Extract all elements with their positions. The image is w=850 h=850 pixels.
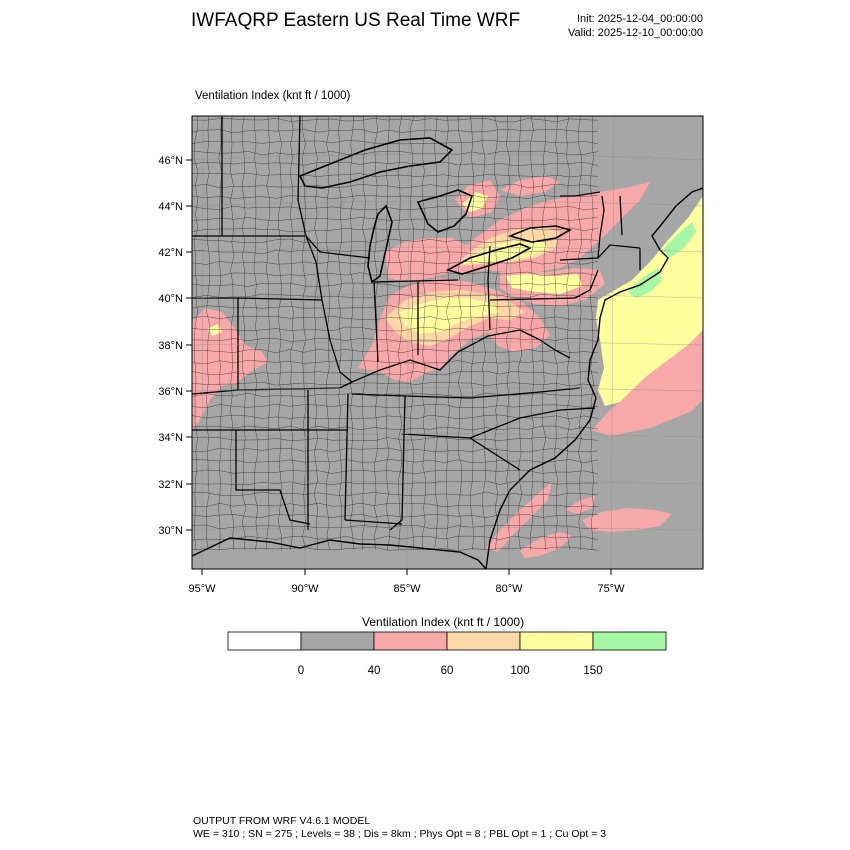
lon-label: 85°W <box>393 583 421 595</box>
colorbar: 0 40 60 100 150 <box>227 631 667 677</box>
field-yellow-spot <box>208 324 222 336</box>
valid-time: Valid: 2025-12-10_00:00:00 <box>568 27 703 39</box>
colorbar-tick-label: 150 <box>583 665 602 677</box>
colorbar-title: Ventilation Index (knt ft / 1000) <box>362 615 525 629</box>
map-title: IWFAQRP Eastern US Real Time WRF <box>191 10 521 31</box>
field-pink-south-1 <box>486 482 552 552</box>
map-frame <box>191 115 704 570</box>
lake-huron <box>416 189 473 233</box>
field-pink-south-3 <box>582 508 672 532</box>
lon-label: 90°W <box>291 583 319 595</box>
lon-label: 75°W <box>597 583 625 595</box>
colorbar-tick-label: 40 <box>368 665 381 677</box>
field-label: Ventilation Index (knt ft / 1000) <box>195 90 351 102</box>
lat-label: 38°N <box>158 340 183 352</box>
graticule <box>192 116 703 569</box>
field-pink-south-4 <box>565 496 595 514</box>
colorbar-bin <box>592 631 667 651</box>
lat-label: 44°N <box>158 201 183 213</box>
lake-superior <box>298 137 454 189</box>
colorbar-tick-label: 0 <box>298 665 304 677</box>
state-boundaries <box>192 116 641 531</box>
lat-label: 40°N <box>158 293 183 305</box>
lake-michigan <box>367 204 393 284</box>
lat-label: 30°N <box>158 525 183 537</box>
colorbar-tick-label: 60 <box>441 665 454 677</box>
lon-label: 95°W <box>188 583 216 595</box>
colorbar-bin <box>446 631 521 651</box>
field-yellow-pa <box>505 274 582 294</box>
lat-ticks <box>186 159 192 531</box>
lon-label: 80°W <box>495 583 523 595</box>
colorbar-bin <box>373 631 448 651</box>
lake-erie <box>445 243 532 275</box>
field-pink-midwest <box>192 308 268 430</box>
model-footer-line2: WE = 310 ; SN = 275 ; Levels = 38 ; Dis … <box>193 828 607 840</box>
coastlines <box>192 187 703 569</box>
colorbar-tick-label: 100 <box>510 665 529 677</box>
lat-label: 36°N <box>158 386 183 398</box>
field-pink-south-2 <box>520 532 572 558</box>
lon-ticks <box>201 569 612 575</box>
lat-label: 34°N <box>158 432 183 444</box>
map-plot-area <box>192 116 703 569</box>
colorbar-bin <box>300 631 375 651</box>
init-time: Init: 2025-12-04_00:00:00 <box>577 13 703 25</box>
colorbar-bin <box>519 631 594 651</box>
lat-label: 42°N <box>158 247 183 259</box>
field-pink-superior <box>500 176 560 196</box>
colorbar-bin <box>227 631 302 651</box>
lake-ontario <box>507 225 573 243</box>
lat-label: 32°N <box>158 479 183 491</box>
model-footer-line1: OUTPUT FROM WRF V4.6.1 MODEL <box>193 815 371 827</box>
field-green-atlantic <box>662 222 696 258</box>
lat-label: 46°N <box>158 155 183 167</box>
